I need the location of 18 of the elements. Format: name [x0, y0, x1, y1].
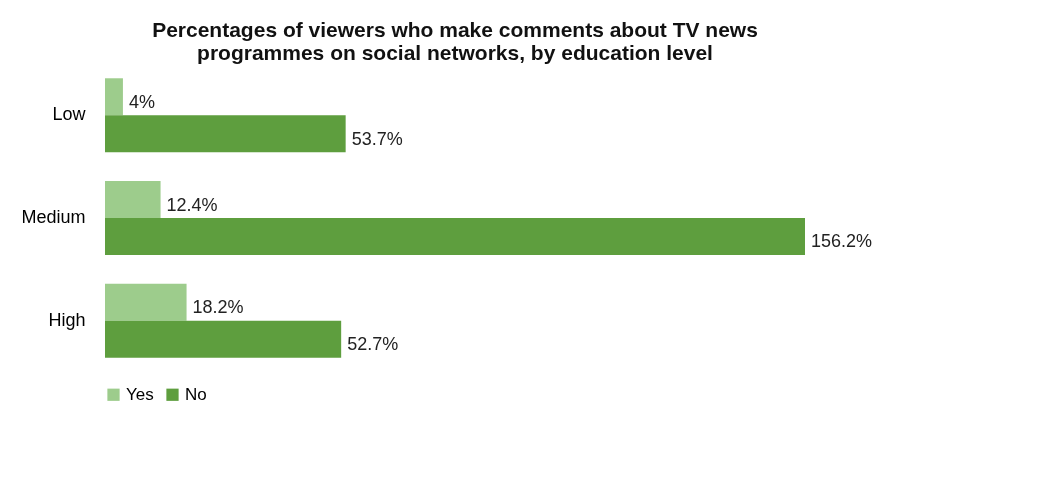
data-label: 52.7% [347, 334, 399, 355]
legend-label: No [185, 384, 207, 404]
bar [105, 181, 161, 218]
y-tick-label: Medium [21, 207, 86, 227]
data-label: 4% [128, 91, 155, 112]
data-label: 18.2% [192, 297, 244, 318]
bar [105, 283, 187, 321]
bar [105, 115, 346, 153]
data-label: 156.2% [811, 231, 873, 252]
y-tick-label: Low [52, 104, 87, 125]
chart-title: Percentages of viewers who make comments about TV news programmes on social networks, by education level [152, 18, 758, 64]
bar [105, 218, 805, 255]
bar [105, 320, 342, 358]
data-label: 12.4% [166, 194, 218, 215]
legend-label: Yes [126, 384, 154, 404]
data-label: 53.7% [351, 128, 403, 149]
y-tick-label: High [48, 309, 86, 330]
bar [105, 78, 123, 116]
